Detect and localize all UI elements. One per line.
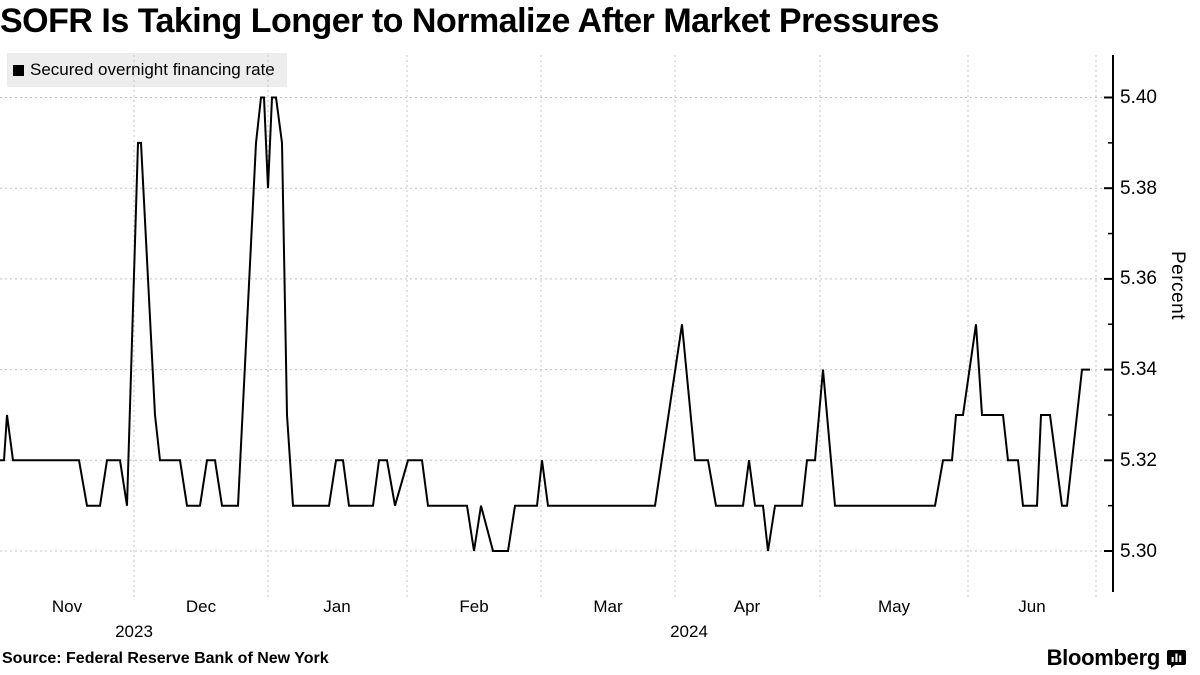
- month-label-mar: Mar: [593, 597, 623, 616]
- month-label-dec: Dec: [185, 597, 217, 616]
- sofr-line: [0, 96, 1090, 552]
- legend-label: Secured overnight financing rate: [30, 60, 275, 79]
- legend: Secured overnight financing rate: [7, 53, 287, 87]
- month-label-may: May: [877, 597, 911, 616]
- source-credit: Source: Federal Reserve Bank of New York: [2, 650, 329, 667]
- legend-swatch-icon: [13, 64, 24, 76]
- y-tick-label: 5.40: [1120, 87, 1157, 108]
- bloomberg-wordmark: Bloomberg: [1046, 645, 1161, 670]
- y-axis-title: Percent: [1167, 251, 1188, 320]
- bloomberg-logo: Bloomberg: [1047, 645, 1186, 671]
- chart-title: SOFR Is Taking Longer to Normalize After…: [0, 2, 939, 40]
- year-label-2023: 2023: [115, 622, 153, 641]
- y-tick-label: 5.36: [1120, 268, 1157, 290]
- month-label-nov: Nov: [51, 597, 83, 616]
- bloomberg-equalizer-icon: [1167, 649, 1186, 668]
- y-tick-label: 5.32: [1120, 449, 1157, 471]
- year-label-2024: 2024: [670, 622, 708, 641]
- month-label-jan: Jan: [323, 597, 351, 616]
- y-tick-label: 5.30: [1120, 540, 1157, 562]
- month-label-apr: Apr: [733, 597, 761, 616]
- month-label-feb: Feb: [459, 597, 489, 616]
- y-tick-label: 5.38: [1120, 177, 1157, 199]
- y-tick-label: 5.34: [1120, 359, 1157, 381]
- month-label-jun: Jun: [1018, 597, 1046, 616]
